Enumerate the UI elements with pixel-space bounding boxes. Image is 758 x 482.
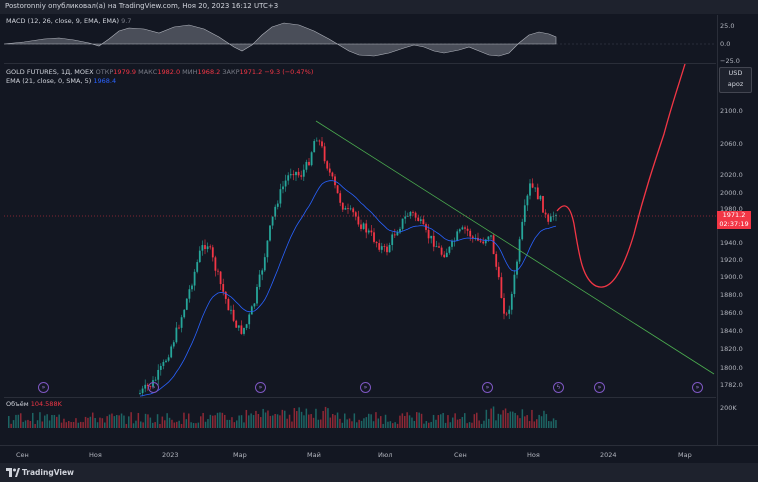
macd-pane[interactable]: MACD (12, 26, close, 9, EMA, EMA) 9.7 <box>4 15 716 64</box>
price-scale-1860: 1860.0 <box>720 309 743 317</box>
time-label: Мар <box>678 451 692 459</box>
high-value: 1982.0 <box>157 68 181 76</box>
flash-icon[interactable]: ϟ <box>553 382 564 393</box>
volume-scale: 200K <box>720 404 737 412</box>
currency-label: USD <box>728 69 743 77</box>
price-scale-1880: 1880.0 <box>720 291 743 299</box>
close-value: 1971.2 <box>239 68 263 76</box>
price-scale-2000: 2000.0 <box>720 189 743 197</box>
event-icon[interactable]: » <box>148 382 159 393</box>
time-label: Сен <box>454 451 467 459</box>
time-label: Мар <box>233 451 247 459</box>
time-label: 2023 <box>162 451 179 459</box>
volume-bars <box>8 406 557 428</box>
event-icon[interactable]: » <box>692 382 703 393</box>
price-scale-1800: 1800.0 <box>720 364 743 372</box>
ema-legend-value: 1968.4 <box>93 77 117 85</box>
macd-scale-neg25: −25.0 <box>720 57 740 65</box>
event-icon[interactable]: » <box>594 382 605 393</box>
macd-scale-25: 25.0 <box>720 22 735 30</box>
macd-legend-value: 9.7 <box>121 17 132 25</box>
current-price-tag: 1971.2 02:37:19 <box>717 211 751 229</box>
price-pane[interactable]: GOLD FUTURES, 1Д, MOEX ОТКР1979.9 МАКС19… <box>4 64 716 398</box>
time-label: 2024 <box>600 451 617 459</box>
current-price-value: 1971.2 <box>722 211 746 219</box>
currency-sub: apoz <box>727 80 744 88</box>
price-scale-1820: 1820.0 <box>720 345 743 353</box>
ema-line <box>139 180 557 397</box>
time-axis[interactable] <box>0 445 758 464</box>
time-label: Сен <box>16 451 29 459</box>
event-icon[interactable]: » <box>482 382 493 393</box>
footer-bar: TradingView <box>0 463 758 482</box>
volume-label: Объём <box>6 400 29 408</box>
open-value: 1979.9 <box>113 68 137 76</box>
time-label: Май <box>307 451 321 459</box>
symbol-name: GOLD FUTURES, 1Д, MOEX <box>6 68 94 76</box>
macd-legend: MACD (12, 26, close, 9, EMA, EMA) 9.7 <box>6 17 131 26</box>
close-label: ЗАКР <box>222 68 240 76</box>
macd-legend-name: MACD (12, 26, close, 9, EMA, EMA) <box>6 17 120 25</box>
macd-histogram <box>4 22 716 57</box>
price-scale-1920: 1920.0 <box>720 256 743 264</box>
high-label: МАКС <box>138 68 158 76</box>
event-icon[interactable]: » <box>255 382 266 393</box>
time-label: Июл <box>378 451 393 459</box>
macd-scale-0: 0.0 <box>720 40 731 48</box>
tradingview-logo-icon <box>6 468 20 477</box>
price-scale-1782: 1782.0 <box>720 381 743 389</box>
price-scale-1980: 1980.0 <box>720 205 743 213</box>
event-icon[interactable]: » <box>360 382 371 393</box>
volume-pane[interactable]: Объём 104.588K <box>4 398 716 444</box>
price-scale-2100: 2100.0 <box>720 107 743 115</box>
bar-countdown: 02:37:19 <box>719 220 749 228</box>
symbol-legend: GOLD FUTURES, 1Д, MOEX ОТКР1979.9 МАКС19… <box>6 68 313 77</box>
change-value: −9.3 (−0.47%) <box>264 68 314 76</box>
volume-value: 104.588K <box>30 400 62 408</box>
trendline <box>315 120 715 375</box>
ema-legend-name: EMA (21, close, 0, SMA, 5) <box>6 77 92 85</box>
price-scale-2020: 2020.0 <box>720 171 743 179</box>
price-scale-2060: 2060.0 <box>720 140 743 148</box>
low-value: 1968.2 <box>197 68 221 76</box>
volume-legend: Объём 104.588K <box>6 400 62 409</box>
time-label: Ноя <box>89 451 102 459</box>
low-label: МИН <box>182 68 198 76</box>
publish-title: Postoronniy опубликовал(а) на TradingVie… <box>5 2 279 10</box>
time-label: Ноя <box>527 451 540 459</box>
open-label: ОТКР <box>95 68 114 76</box>
price-scale-1900: 1900.0 <box>720 273 743 281</box>
candles-group <box>139 136 557 397</box>
event-icon[interactable]: » <box>38 382 49 393</box>
footer-brand: TradingView <box>22 468 74 477</box>
publish-header: Postoronniy опубликовал(а) на TradingVie… <box>0 0 758 14</box>
candlestick-chart <box>4 64 716 397</box>
projection-curve <box>556 64 686 288</box>
ema-legend: EMA (21, close, 0, SMA, 5) 1968.4 <box>6 77 116 86</box>
currency-selector[interactable]: USD apoz <box>719 67 752 93</box>
price-scale-1840: 1840.0 <box>720 327 743 335</box>
price-scale-1940: 1940.0 <box>720 239 743 247</box>
